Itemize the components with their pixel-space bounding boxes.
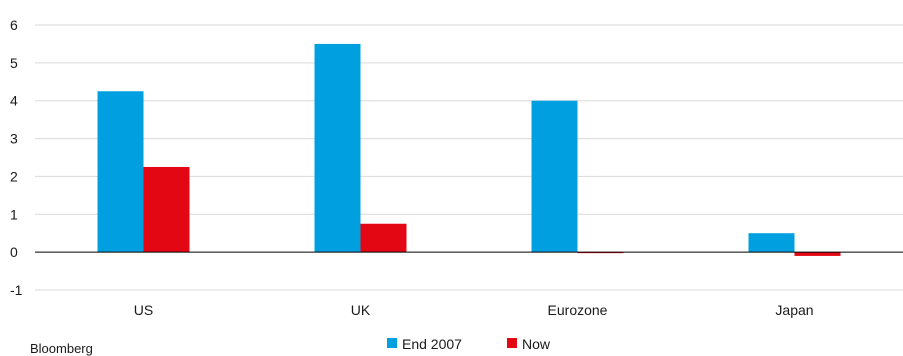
legend-label: Now [522, 336, 551, 352]
bar [97, 91, 144, 253]
x-axis-ticks: US UK Eurozone Japan [134, 302, 814, 318]
source-note: Bloomberg [30, 341, 93, 356]
y-tick-label: 0 [10, 244, 18, 260]
x-tick-label: Eurozone [548, 302, 608, 318]
legend-label: End 2007 [402, 336, 462, 352]
x-tick-label: US [134, 302, 153, 318]
legend-swatch [507, 338, 517, 348]
bar [143, 166, 190, 253]
bar [314, 43, 361, 253]
legend-swatch [387, 338, 397, 348]
y-tick-label: -1 [10, 282, 23, 298]
y-axis-ticks: 6 5 4 3 2 1 0 -1 [10, 17, 23, 298]
x-tick-label: UK [351, 302, 371, 318]
bar [748, 233, 795, 253]
y-tick-label: 3 [10, 131, 18, 147]
x-tick-label: Japan [775, 302, 813, 318]
bar [794, 252, 841, 256]
legend: End 2007 Now [387, 336, 551, 352]
y-tick-label: 4 [10, 93, 18, 109]
bars [97, 43, 841, 256]
bar [360, 223, 407, 253]
y-tick-label: 1 [10, 206, 18, 222]
y-tick-label: 2 [10, 168, 18, 184]
y-tick-label: 5 [10, 55, 18, 71]
y-tick-label: 6 [10, 17, 18, 33]
bar [531, 100, 578, 253]
